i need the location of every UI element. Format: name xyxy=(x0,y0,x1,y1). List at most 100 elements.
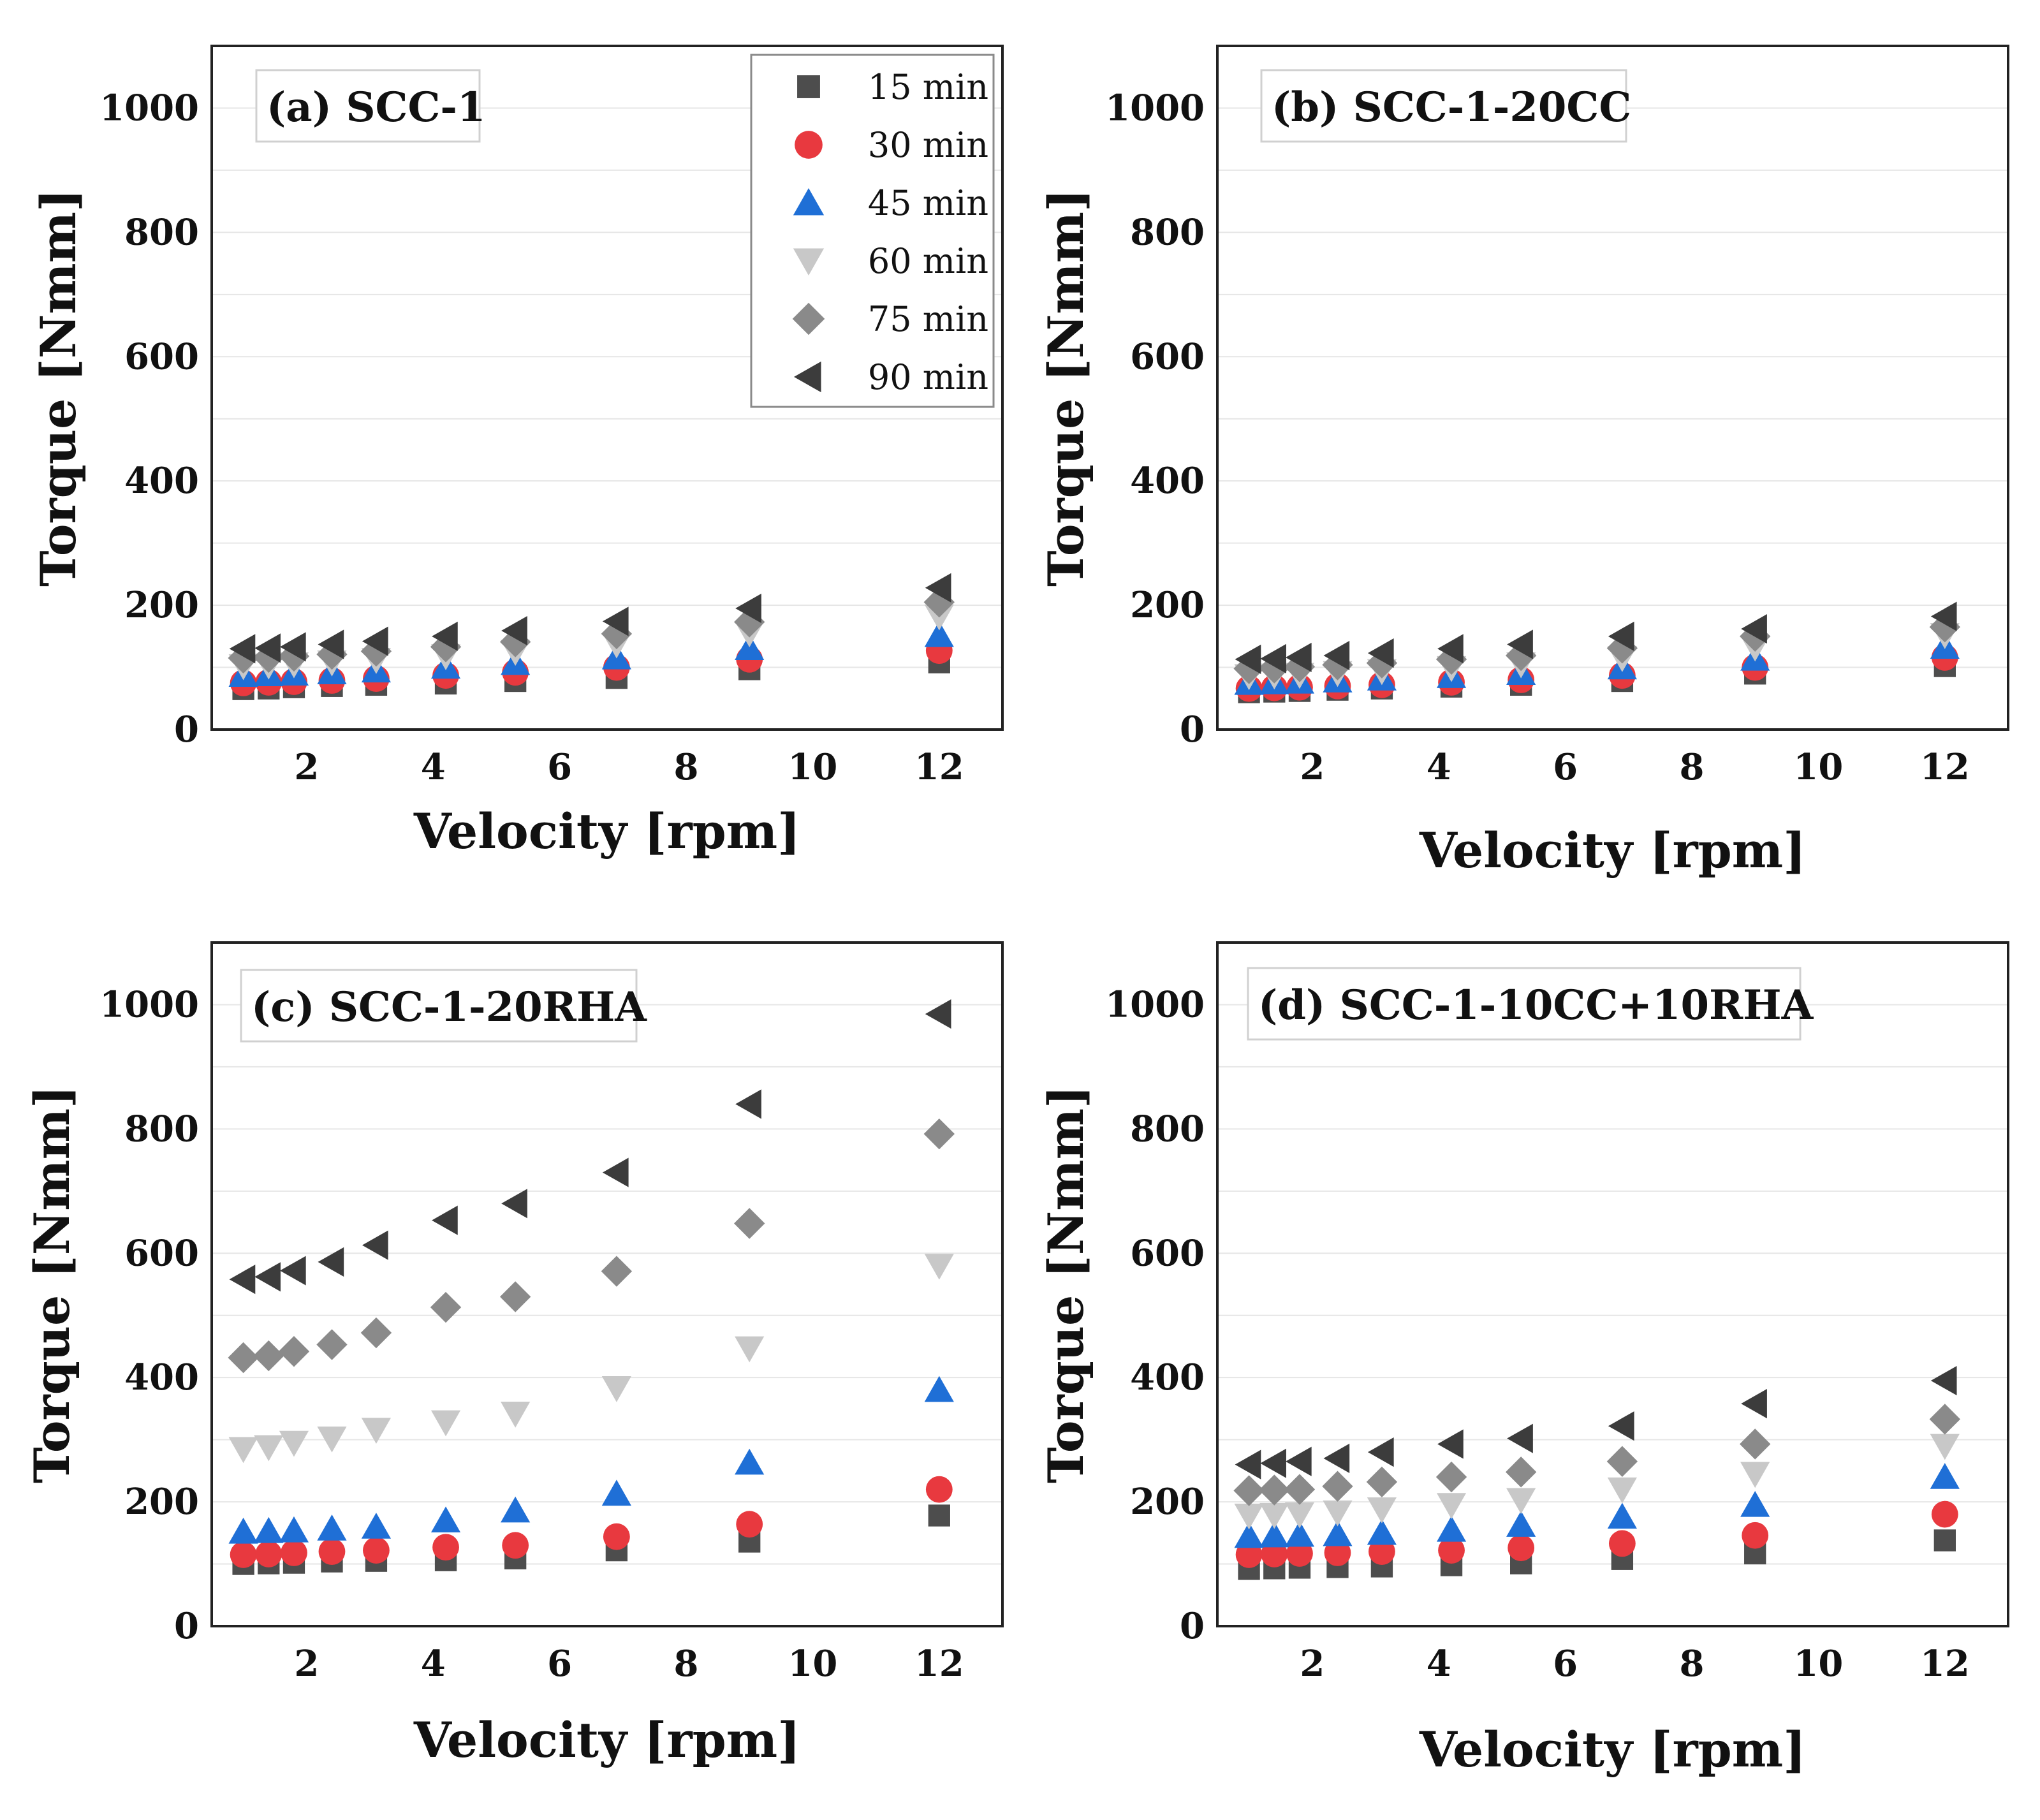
data-point-diamond xyxy=(1929,1404,1960,1435)
data-point-triangle-left xyxy=(1741,614,1767,644)
panel-title-box xyxy=(1260,69,1627,143)
data-point-triangle-up xyxy=(735,1448,765,1475)
data-point-diamond xyxy=(360,1317,392,1349)
data-point-circle xyxy=(230,1541,257,1568)
chart-panel-1: 0 200 400 600 800 1000 2 4 6 8 10 12 Velocity [rpm] T… xyxy=(30,45,1004,860)
legend-marker-triangle-up xyxy=(793,188,825,216)
legend-label: 45 min xyxy=(868,183,988,223)
data-point-triangle-down xyxy=(1323,1500,1353,1527)
data-point-diamond xyxy=(1606,633,1638,664)
plot-frame xyxy=(1216,941,2009,1627)
data-point-diamond xyxy=(1322,1471,1353,1502)
x-tick-label: 6 xyxy=(547,1643,572,1685)
data-point-triangle-down xyxy=(735,1336,765,1363)
data-point-triangle-down xyxy=(1284,1502,1315,1529)
y-tick-label: 400 xyxy=(124,460,199,502)
legend-marker-circle xyxy=(795,131,823,159)
legend-box xyxy=(750,54,995,408)
data-point-triangle-left xyxy=(602,606,629,636)
y-tick-label: 600 xyxy=(124,1232,199,1274)
data-point-triangle-left xyxy=(1367,638,1394,668)
x-tick-label: 4 xyxy=(421,1643,446,1685)
data-point-triangle-left xyxy=(1930,1365,1957,1396)
data-point-diamond xyxy=(1284,1474,1316,1505)
data-point-triangle-left xyxy=(254,633,281,663)
y-tick-label: 400 xyxy=(1130,1356,1205,1398)
data-point-diamond xyxy=(360,636,392,667)
y-tick-label: 600 xyxy=(124,335,199,378)
y-tick-label: 800 xyxy=(124,1108,199,1150)
data-point-triangle-left xyxy=(1235,644,1261,674)
data-point-diamond xyxy=(923,1118,955,1150)
y-tick-label: 0 xyxy=(174,708,199,751)
data-point-triangle-down xyxy=(924,1254,954,1280)
data-point-square xyxy=(928,1504,950,1527)
data-point-triangle-up xyxy=(1234,1522,1264,1548)
data-point-diamond xyxy=(1435,1461,1467,1493)
plot-frame xyxy=(210,941,1004,1627)
y-tick-label: 0 xyxy=(174,1605,199,1647)
data-point-diamond xyxy=(1606,1446,1638,1477)
data-point-triangle-up xyxy=(1436,1515,1467,1542)
data-point-triangle-up xyxy=(430,1506,461,1533)
data-point-triangle-left xyxy=(279,632,306,662)
data-point-triangle-left xyxy=(1235,1449,1261,1479)
y-tick-label: 1000 xyxy=(1105,87,1205,129)
data-point-triangle-down xyxy=(1930,1434,1960,1460)
panel-title-box xyxy=(255,69,481,143)
data-point-triangle-left xyxy=(1437,634,1464,664)
legend-label: 15 min xyxy=(868,67,988,107)
data-point-circle xyxy=(925,1476,953,1503)
y-tick-label: 600 xyxy=(1130,335,1205,378)
data-point-diamond xyxy=(499,626,531,657)
data-point-triangle-left xyxy=(1285,1446,1312,1476)
data-point-triangle-down xyxy=(228,1437,258,1464)
x-axis-label: Velocity [rpm] xyxy=(1419,822,1806,879)
y-axis-label: Torque [Nmm] xyxy=(1038,1085,1094,1483)
panel-title: (d) SCC-1-10CC+10RHA xyxy=(1258,981,1814,1029)
y-tick-label: 0 xyxy=(1180,1605,1205,1647)
data-point-circle xyxy=(281,1539,307,1566)
legend-label: 75 min xyxy=(868,299,988,339)
x-tick-label: 8 xyxy=(1680,746,1705,788)
data-point-triangle-left xyxy=(1741,1389,1767,1419)
data-point-triangle-left xyxy=(1285,642,1312,673)
x-tick-label: 2 xyxy=(1300,746,1325,788)
data-point-triangle-left xyxy=(602,1157,629,1187)
data-point-triangle-down xyxy=(430,1410,461,1437)
data-point-diamond xyxy=(923,587,955,618)
panel-title-box xyxy=(1247,967,1802,1041)
data-point-triangle-left xyxy=(254,1262,281,1292)
y-tick-label: 400 xyxy=(1130,460,1205,502)
data-point-triangle-up xyxy=(317,1514,347,1541)
data-point-diamond xyxy=(1435,643,1467,675)
data-point-triangle-down xyxy=(1367,1497,1397,1523)
plot-frame xyxy=(1216,45,2009,731)
data-point-circle xyxy=(432,1534,459,1561)
data-point-circle xyxy=(1931,1501,1958,1528)
data-point-triangle-up xyxy=(1284,1520,1315,1547)
data-point-triangle-left xyxy=(362,1230,388,1260)
data-point-triangle-left xyxy=(1437,1429,1464,1459)
data-point-circle xyxy=(603,1523,630,1550)
data-point-triangle-left xyxy=(501,615,527,646)
x-tick-label: 2 xyxy=(1300,1643,1325,1685)
x-tick-label: 8 xyxy=(674,1643,699,1685)
data-point-triangle-left xyxy=(1507,1423,1533,1453)
legend-marker-diamond xyxy=(792,302,825,335)
data-point-triangle-up xyxy=(228,1517,258,1544)
x-axis-label: Velocity [rpm] xyxy=(413,1712,800,1768)
x-tick-label: 10 xyxy=(1793,746,1843,788)
legend-label: 90 min xyxy=(868,357,988,397)
data-point-triangle-left xyxy=(925,999,951,1029)
data-point-triangle-down xyxy=(601,1376,631,1402)
data-point-diamond xyxy=(1740,1428,1771,1460)
x-axis-label: Velocity [rpm] xyxy=(413,803,800,860)
data-point-circle xyxy=(1508,1534,1535,1562)
data-point-circle xyxy=(363,1537,390,1564)
x-tick-label: 6 xyxy=(1553,746,1578,788)
data-point-circle xyxy=(1324,1539,1351,1566)
data-point-triangle-left xyxy=(1260,1448,1286,1478)
data-point-triangle-left xyxy=(1507,629,1533,659)
panel-title: (b) SCC-1-20CC xyxy=(1272,84,1631,131)
